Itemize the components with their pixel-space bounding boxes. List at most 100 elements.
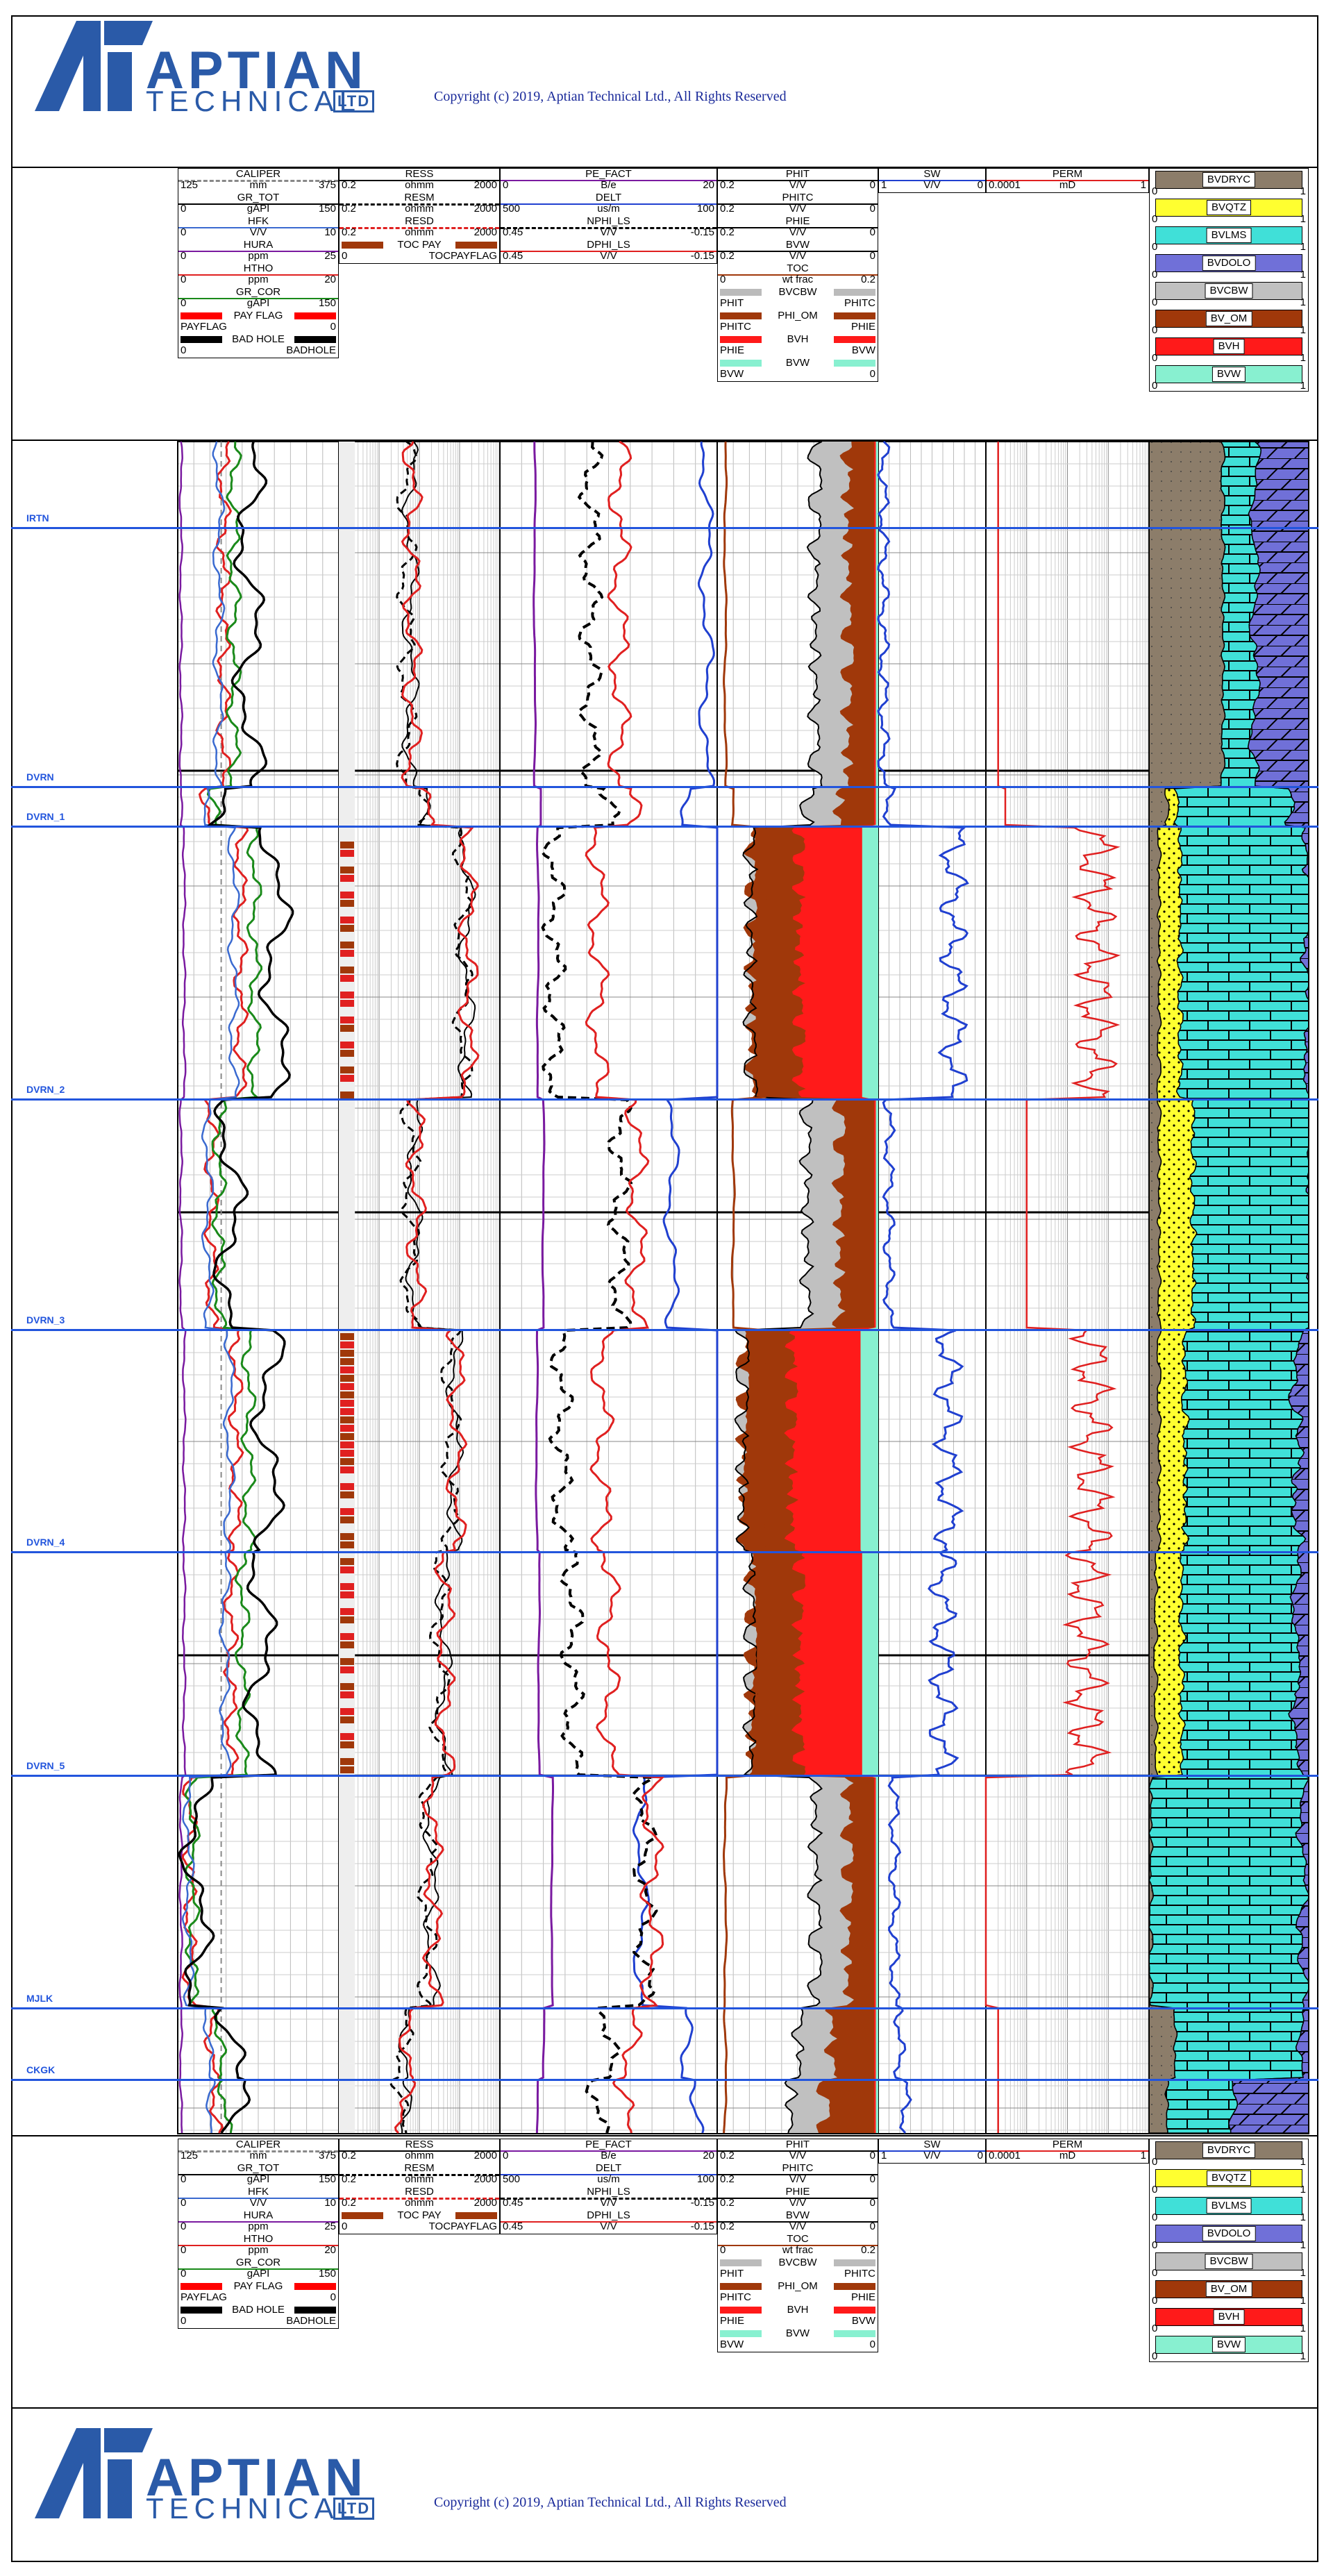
scale-min: 0 xyxy=(181,2315,187,2327)
scale-min: 0.2 xyxy=(342,226,356,238)
curve-scale: 0 wt frac 0.2 xyxy=(718,274,878,285)
divider xyxy=(11,2407,1318,2409)
scale-max: 20 xyxy=(703,2150,714,2161)
curve-name: TOC xyxy=(787,2233,809,2245)
scale-min: 0 xyxy=(181,2220,187,2232)
scale-min: 0.2 xyxy=(720,250,735,262)
scale-min: 0.2 xyxy=(342,2197,356,2209)
curve-line-sample xyxy=(178,2150,338,2152)
scale-min: 0.2 xyxy=(720,179,735,191)
lithology-header: BVDRYC 0 1 BVQTZ 0 1 BVLMS 0 1 BVDOLO 0 1 BVCBW 0 1 BV_… xyxy=(1149,168,1309,392)
scale-max: 1 xyxy=(1300,296,1306,308)
fill-swatch xyxy=(834,2330,875,2337)
curve-scale: 0.2 ohmm 2000 xyxy=(339,180,499,191)
curve-header: PHIE 0.2 V/V 0 xyxy=(718,2186,878,2210)
curve-header: GR_TOT 0 gAPI 150 xyxy=(178,2163,338,2186)
formation-top-line xyxy=(11,786,1318,788)
logo-main-text: APTIAN xyxy=(146,41,367,100)
formation-top-line xyxy=(11,2007,1318,2009)
toc-pay-flag xyxy=(340,1558,354,1565)
curve-line-sample xyxy=(718,274,878,276)
curve-scale: 125 mm 375 xyxy=(178,2150,338,2161)
curve-scale: 0.0001 mD 1 xyxy=(987,180,1148,191)
page-frame xyxy=(11,15,1318,2562)
logo-main-text: APTIAN xyxy=(146,2448,367,2507)
track-header-t3: PE_FACT 0 B/e 20 DELT 500 us/m 100 NPHI_LS 0.45 V/… xyxy=(500,168,717,264)
curve-line-sample xyxy=(178,227,338,228)
curve-line-sample xyxy=(178,274,338,276)
lithology-legend-item: BVCBW 0 1 xyxy=(1150,280,1308,308)
scale-unit: us/m xyxy=(597,2173,620,2185)
curve-line-sample xyxy=(501,2221,716,2223)
scale-max: 2000 xyxy=(473,203,497,215)
scale-min: 1 xyxy=(881,2150,887,2161)
curve-header: PERM 0.0001 mD 1 xyxy=(987,2139,1148,2163)
toc-pay-flag xyxy=(340,1375,354,1382)
scale-max: 1 xyxy=(1300,2323,1306,2334)
lithology-name: BV_OM xyxy=(1205,311,1252,326)
formation-top-label: DVRN_4 xyxy=(26,1537,65,1548)
toc-pay-flag xyxy=(340,1683,354,1690)
toc-pay-flag xyxy=(340,1425,354,1432)
curve-header: RESD 0.2 ohmm 2000 xyxy=(339,2186,499,2210)
lithology-name: BVDRYC xyxy=(1202,172,1256,187)
delt-curve xyxy=(632,441,719,2134)
scale-min: 0 xyxy=(181,297,187,309)
curve-name: RESD xyxy=(405,215,434,227)
logo-mark-icon xyxy=(35,2428,153,2518)
curve-scale: 0.45 V/V -0.15 xyxy=(501,2221,716,2232)
scale-max: 25 xyxy=(324,250,336,262)
lithology-legend-item: BVW 0 1 xyxy=(1150,363,1308,392)
curve-line-sample xyxy=(339,227,499,229)
curve-name: PHIT xyxy=(785,2139,810,2150)
scale-min: 0 xyxy=(1152,2267,1158,2279)
pe-fact-curve xyxy=(533,442,554,2134)
scale-max: PHIE xyxy=(850,2291,875,2303)
fill-swatch xyxy=(834,2259,875,2266)
scale-max: 1 xyxy=(1300,380,1306,392)
scale-unit: ppm xyxy=(248,2244,269,2256)
scale-unit: V/V xyxy=(923,2150,941,2161)
scale-min: 0 xyxy=(503,2150,509,2161)
scale-min: 0 xyxy=(720,2244,726,2256)
curve-header: DELT 500 us/m 100 xyxy=(501,192,716,216)
toc-pay-flag xyxy=(340,1633,354,1640)
scale-max: 2000 xyxy=(473,226,497,238)
curve-line-sample xyxy=(178,180,338,182)
curve-header: PAY FLAG PAYFLAG 0 xyxy=(178,310,338,334)
curve-header: PHITC 0.2 V/V 0 xyxy=(718,192,878,216)
scale-max: 20 xyxy=(324,274,336,285)
scale-unit: ohmm xyxy=(405,179,434,191)
curve-scale: 0.2 V/V 0 xyxy=(718,2198,878,2209)
scale-unit: B/e xyxy=(601,179,617,191)
curve-line-sample xyxy=(339,2150,499,2152)
curve-scale: 0 ppm 25 xyxy=(178,2221,338,2232)
curve-scale: PHIT PHITC xyxy=(718,298,878,309)
curve-line-sample xyxy=(339,180,499,181)
toc-pay-flag xyxy=(340,1766,354,1773)
logo-bottom: APTIAN TECHNICAL LTD Copyright (c) 2019,… xyxy=(0,2407,1333,2560)
curve-scale: 0 TOCPAYFLAG xyxy=(339,2221,499,2232)
lithology-name: BVDOLO xyxy=(1202,256,1256,271)
lithology-legend-item: BV_OM 0 1 xyxy=(1150,2278,1308,2307)
curve-name: TOC PAY xyxy=(397,2209,442,2221)
curve-line-sample xyxy=(718,2174,878,2175)
curve-scale: 0 gAPI 150 xyxy=(178,203,338,215)
scale-unit: V/V xyxy=(789,203,807,215)
scale-min: 0 xyxy=(181,226,187,238)
curve-scale: PAYFLAG 0 xyxy=(178,321,338,333)
curve-scale: 0.2 V/V 0 xyxy=(718,227,878,238)
scale-max: 0 xyxy=(977,179,983,191)
curve-name: PHIT xyxy=(785,168,810,180)
scale-max: 1 xyxy=(1300,2350,1306,2362)
formation-top-label: DVRN_2 xyxy=(26,1084,65,1095)
nphi-ls-curve xyxy=(541,441,658,2134)
track-header-t2: RESS 0.2 ohmm 2000 RESM 0.2 ohmm 2000 RESD 0.2 ohm… xyxy=(339,2139,500,2234)
curve-scale: 0.2 ohmm 2000 xyxy=(339,2174,499,2185)
bvh-fill xyxy=(784,442,878,2133)
curve-header: HURA 0 ppm 25 xyxy=(178,2210,338,2234)
curve-name: DPHI_LS xyxy=(587,239,630,251)
curve-name: RESM xyxy=(404,192,435,203)
track-header-t2: RESS 0.2 ohmm 2000 RESM 0.2 ohmm 2000 RESD 0.2 ohm… xyxy=(339,168,500,264)
scale-min: 0 xyxy=(1152,269,1158,281)
